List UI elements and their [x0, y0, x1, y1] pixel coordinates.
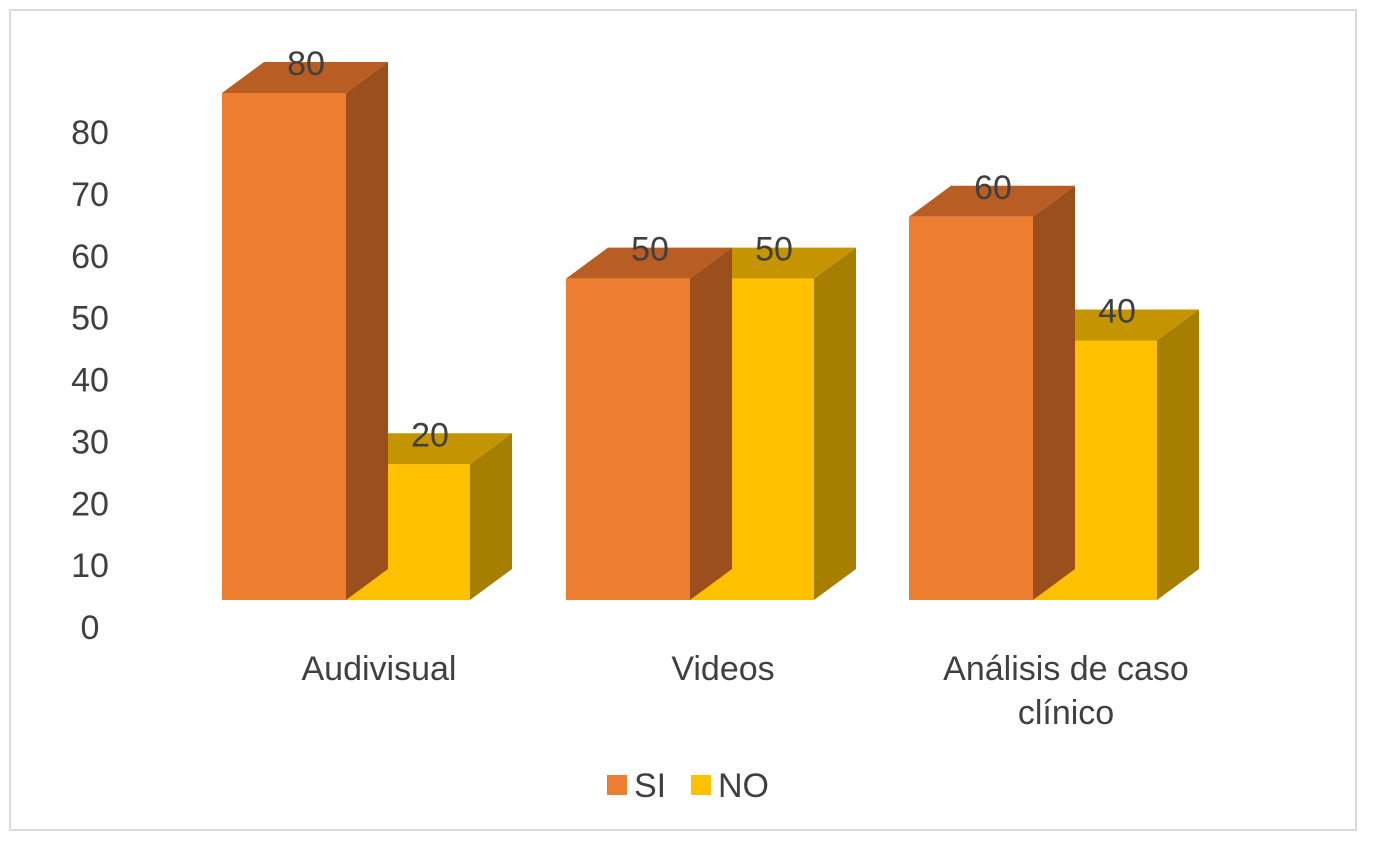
legend: SI NO — [607, 767, 769, 805]
legend-label: NO — [718, 767, 769, 805]
bar-side-face — [1033, 185, 1075, 600]
data-label: 40 — [1098, 293, 1136, 331]
bar-si-0 — [222, 62, 388, 600]
bar-side-face — [346, 62, 388, 600]
bar-front-face — [566, 278, 690, 600]
bar-side-face — [470, 433, 512, 600]
bar-si-2 — [909, 185, 1075, 600]
y-tick-label: 20 — [71, 485, 109, 523]
y-axis: 0 10 20 30 40 50 60 70 80 — [71, 114, 109, 647]
y-tick-label: 40 — [71, 362, 109, 400]
bars — [222, 62, 1199, 600]
legend-swatch — [691, 775, 711, 795]
category-label: Análisis de caso — [943, 650, 1189, 688]
data-label: 50 — [755, 231, 793, 269]
category-label: clínico — [1018, 694, 1114, 732]
category-label: Videos — [671, 650, 774, 688]
y-tick-label: 10 — [71, 547, 109, 585]
bar-side-face — [690, 247, 732, 600]
bar-side-face — [814, 247, 856, 600]
y-tick-label: 60 — [71, 238, 109, 276]
x-axis: Audivisual Videos Análisis de caso clínico — [302, 650, 1189, 732]
legend-item-si: SI — [607, 767, 666, 805]
legend-label: SI — [634, 767, 666, 805]
bar-top-face — [222, 62, 388, 93]
bar-front-face — [909, 216, 1033, 600]
bar-si-1 — [566, 247, 732, 600]
category-label: Audivisual — [302, 650, 457, 688]
legend-swatch — [607, 775, 627, 795]
bar-front-face — [222, 93, 346, 600]
y-tick-label: 50 — [71, 300, 109, 338]
y-tick-label: 80 — [71, 114, 109, 152]
legend-item-no: NO — [691, 767, 769, 805]
bar-top-face — [566, 247, 732, 279]
data-label: 50 — [631, 231, 669, 269]
y-tick-label: 70 — [71, 176, 109, 214]
data-label: 60 — [974, 169, 1012, 207]
data-labels: 80 20 50 50 60 40 — [287, 45, 1136, 454]
data-label: 20 — [411, 416, 449, 454]
bar-side-face — [1157, 309, 1199, 600]
y-tick-label: 0 — [81, 609, 100, 647]
bar-top-face — [909, 185, 1075, 217]
data-label: 80 — [287, 45, 325, 83]
y-tick-label: 30 — [71, 423, 109, 461]
